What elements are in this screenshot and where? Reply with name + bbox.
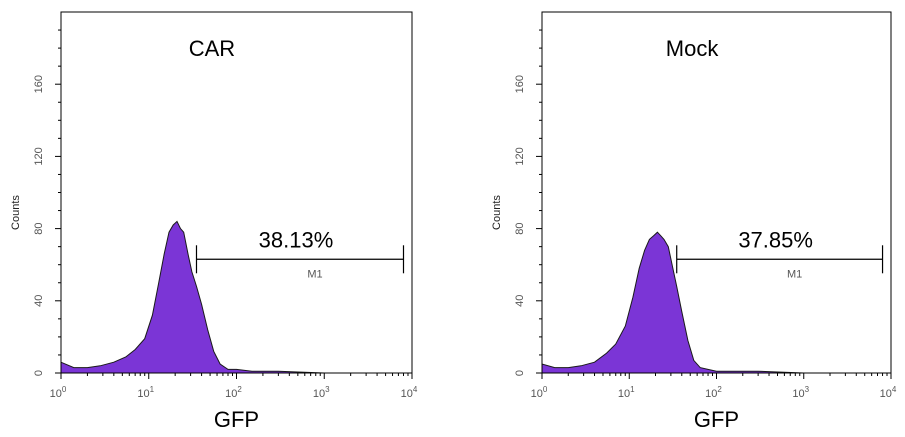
x-axis-label: GFP xyxy=(694,407,739,432)
y-tick-label: 0 xyxy=(514,370,526,376)
plot-frame xyxy=(541,11,892,374)
panel-title: Mock xyxy=(666,36,720,61)
y-axis-label: Counts xyxy=(491,195,503,230)
x-tick-label: 103 xyxy=(313,385,330,400)
x-tick-label: 102 xyxy=(705,385,722,400)
x-tick-label: 103 xyxy=(792,385,809,400)
y-tick-label: 40 xyxy=(514,295,526,307)
x-tick-label: 102 xyxy=(225,385,242,400)
histogram-area xyxy=(60,220,404,374)
x-tick-label: 100 xyxy=(531,385,548,400)
plot-frame xyxy=(60,11,413,374)
y-tick-label: 80 xyxy=(33,222,45,234)
y-axis-label: Counts xyxy=(10,195,22,230)
y-tick-label: 120 xyxy=(514,147,526,165)
x-tick-label: 101 xyxy=(618,385,635,400)
gate-label: M1 xyxy=(787,268,802,280)
histogram-panel: 0 40 80 120 160 Counts 100 101 102 103 104 GFP Mock M… xyxy=(491,11,897,432)
panel-title: CAR xyxy=(189,36,235,61)
gate-label: M1 xyxy=(307,268,322,280)
histogram-panel: 0 40 80 120 160 Counts 100 101 102 103 104 GFP CAR M1… xyxy=(10,11,418,432)
y-tick-label: 80 xyxy=(514,222,526,234)
x-tick-label: 104 xyxy=(880,385,897,400)
gate-percent: 38.13% xyxy=(259,227,334,252)
x-tick-label: 100 xyxy=(50,385,67,400)
gate-percent: 37.85% xyxy=(738,227,813,252)
x-tick-label: 104 xyxy=(401,385,418,400)
y-tick-label: 160 xyxy=(33,75,45,93)
y-tick-label: 160 xyxy=(514,75,526,93)
y-tick-label: 40 xyxy=(33,295,45,307)
x-tick-label: 101 xyxy=(137,385,154,400)
y-tick-label: 0 xyxy=(33,370,45,376)
x-axis-label: GFP xyxy=(214,407,259,432)
y-tick-label: 120 xyxy=(33,147,45,165)
histogram-area xyxy=(541,231,883,374)
